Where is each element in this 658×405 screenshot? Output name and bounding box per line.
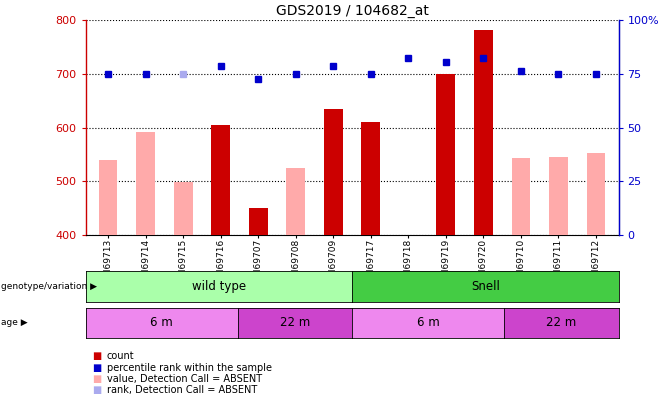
Bar xyxy=(587,153,605,235)
Bar xyxy=(211,126,230,235)
Bar xyxy=(436,74,455,235)
Text: genotype/variation ▶: genotype/variation ▶ xyxy=(1,282,97,291)
Bar xyxy=(549,157,568,235)
Bar xyxy=(474,30,493,235)
Bar xyxy=(249,208,268,235)
Text: Snell: Snell xyxy=(471,280,499,293)
Text: percentile rank within the sample: percentile rank within the sample xyxy=(107,363,272,373)
Bar xyxy=(174,182,193,235)
Bar xyxy=(136,132,155,235)
Bar xyxy=(324,109,343,235)
Text: ■: ■ xyxy=(92,386,101,395)
Text: 22 m: 22 m xyxy=(546,316,576,330)
Text: 6 m: 6 m xyxy=(150,316,173,330)
Text: wild type: wild type xyxy=(191,280,246,293)
Text: count: count xyxy=(107,352,134,361)
Bar xyxy=(99,160,117,235)
Text: ■: ■ xyxy=(92,363,101,373)
Text: ■: ■ xyxy=(92,374,101,384)
Title: GDS2019 / 104682_at: GDS2019 / 104682_at xyxy=(276,4,428,18)
Text: age ▶: age ▶ xyxy=(1,318,28,328)
Text: 22 m: 22 m xyxy=(280,316,310,330)
Bar xyxy=(361,122,380,235)
Text: rank, Detection Call = ABSENT: rank, Detection Call = ABSENT xyxy=(107,386,257,395)
Text: value, Detection Call = ABSENT: value, Detection Call = ABSENT xyxy=(107,374,262,384)
Bar xyxy=(511,158,530,235)
Bar xyxy=(286,168,305,235)
Text: 6 m: 6 m xyxy=(417,316,440,330)
Text: ■: ■ xyxy=(92,352,101,361)
